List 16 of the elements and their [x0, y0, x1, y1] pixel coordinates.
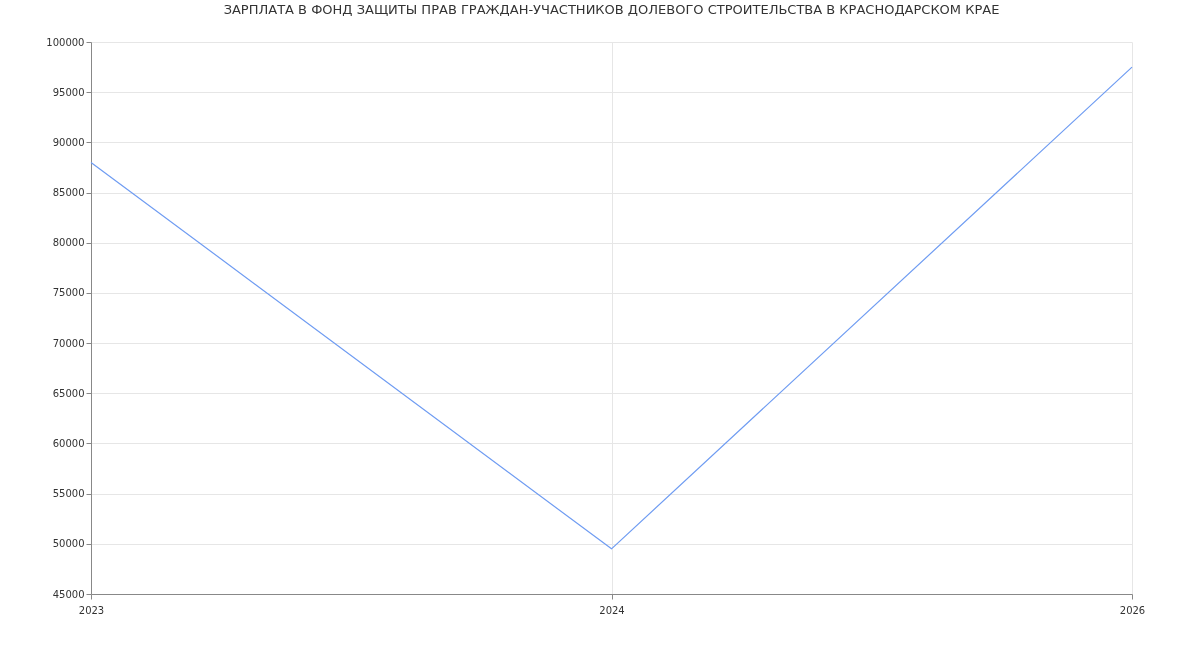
x-tick-label: 2026: [1119, 604, 1146, 616]
y-tick-label: 95000: [52, 86, 85, 98]
y-tick-label: 75000: [52, 287, 85, 299]
y-tick-label: 70000: [52, 337, 85, 349]
x-tick-label: 2024: [599, 604, 625, 616]
y-tick-label: 45000: [52, 588, 85, 600]
y-tick-label: 65000: [52, 387, 85, 399]
y-tick-label: 55000: [52, 488, 85, 500]
y-tick-label: 85000: [52, 187, 85, 199]
y-tick-label: 80000: [52, 237, 85, 249]
y-tick-label: 90000: [52, 136, 85, 148]
x-tick-label: 2023: [78, 604, 105, 616]
y-tick-label: 60000: [52, 437, 85, 449]
y-tick-label: 50000: [52, 538, 85, 550]
chart-title: ЗАРПЛАТА В ФОНД ЗАЩИТЫ ПРАВ ГРАЖДАН-УЧАСТНИКОВ ДОЛЕВОГО СТРОИТЕЛЬСТВА В КРАСНОДАРСКОМ КРАЕ: [223, 2, 1000, 17]
y-tick-label: 100000: [46, 36, 85, 48]
